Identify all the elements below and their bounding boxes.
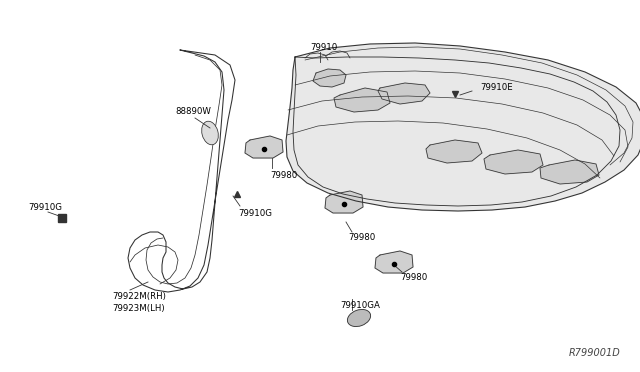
Polygon shape: [426, 140, 482, 163]
Polygon shape: [378, 83, 430, 104]
Text: 88890W: 88890W: [175, 108, 211, 116]
Text: 79923M(LH): 79923M(LH): [112, 304, 164, 312]
Text: 79980: 79980: [270, 170, 297, 180]
Text: R799001D: R799001D: [568, 348, 620, 358]
Polygon shape: [540, 160, 599, 184]
Polygon shape: [313, 69, 346, 87]
Text: 79980: 79980: [348, 234, 375, 243]
Polygon shape: [375, 251, 413, 273]
Polygon shape: [334, 88, 390, 112]
Text: 79910: 79910: [310, 44, 337, 52]
Text: 79910G: 79910G: [238, 208, 272, 218]
Text: 79922M(RH): 79922M(RH): [112, 292, 166, 301]
Text: 79910GA: 79910GA: [340, 301, 380, 310]
Ellipse shape: [348, 310, 371, 327]
Text: 79980: 79980: [400, 273, 428, 282]
Text: 79910G: 79910G: [28, 203, 62, 212]
Polygon shape: [245, 136, 283, 158]
Polygon shape: [484, 150, 543, 174]
Polygon shape: [286, 43, 640, 211]
Ellipse shape: [202, 121, 218, 145]
Polygon shape: [325, 191, 363, 213]
Text: 79910E: 79910E: [480, 83, 513, 92]
